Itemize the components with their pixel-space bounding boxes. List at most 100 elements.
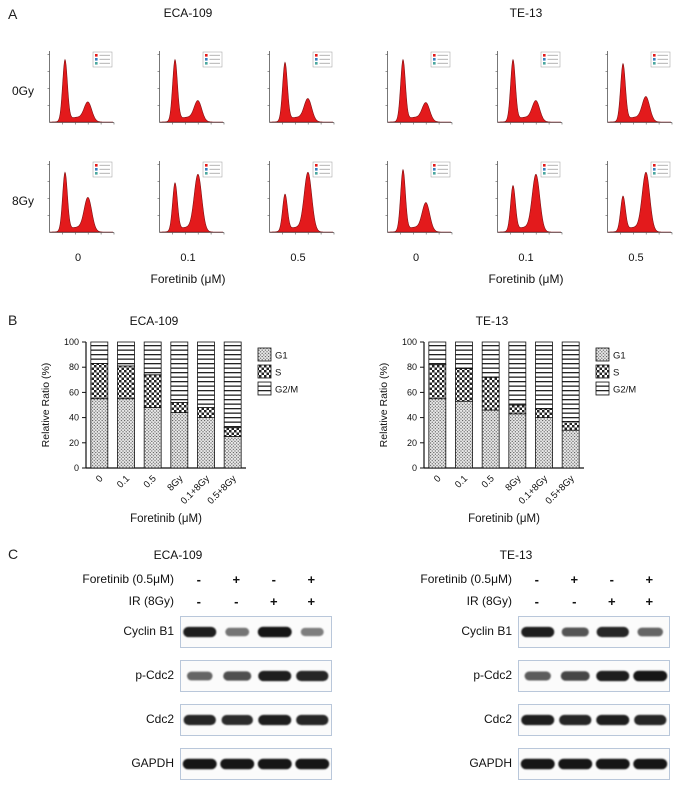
flow-histogram-svg	[267, 161, 335, 235]
svg-text:G2/M: G2/M	[275, 385, 298, 396]
condition-row-ir: IR (8Gy) - - + +	[366, 594, 674, 612]
flow-histogram	[260, 156, 336, 244]
sign: +	[570, 572, 579, 587]
condition-label: Foretinib (0.5μM)	[420, 572, 512, 586]
chart-title: ECA-109	[129, 314, 179, 328]
western-blot-svg	[181, 661, 331, 691]
sign: +	[645, 572, 654, 587]
svg-text:Relative Ratio (%): Relative Ratio (%)	[378, 363, 390, 448]
svg-text:0.5+8Gy: 0.5+8Gy	[205, 473, 239, 507]
svg-text:8Gy: 8Gy	[165, 473, 185, 493]
flow-histogram-svg	[47, 51, 115, 125]
flow-histogram-svg	[605, 51, 673, 125]
blot-group-title: ECA-109	[153, 548, 203, 562]
western-blot	[180, 704, 332, 736]
flow-histogram	[598, 46, 674, 134]
western-blot-svg	[181, 705, 331, 735]
blot-label: Cdc2	[145, 712, 174, 726]
flow-histogram	[598, 156, 674, 244]
blot-row: p-Cdc2	[366, 660, 674, 692]
western-blot	[518, 704, 670, 736]
panel-a-group-title-eca: ECA-109	[163, 6, 213, 20]
condition-row-foretinib: Foretinib (0.5μM) - + - +	[366, 572, 674, 590]
sign: +	[269, 594, 278, 609]
blot-row: GAPDH	[366, 748, 674, 780]
flow-histogram	[40, 46, 116, 134]
svg-text:40: 40	[69, 413, 79, 423]
dose-label: 0.5	[290, 252, 306, 264]
condition-signs: - - + +	[180, 594, 330, 609]
western-blot	[518, 616, 670, 648]
sign: +	[607, 594, 616, 609]
panel-a-label: A	[8, 6, 18, 22]
condition-row-foretinib: Foretinib (0.5μM) - + - +	[28, 572, 336, 590]
svg-text:0.1: 0.1	[115, 473, 132, 490]
panel-a-xlabel-te: Foretinib (μM)	[488, 272, 564, 286]
svg-text:S: S	[613, 368, 619, 379]
blot-row: p-Cdc2	[28, 660, 336, 692]
svg-text:0: 0	[432, 473, 444, 485]
panel-a-xlabel-eca: Foretinib (μM)	[150, 272, 226, 286]
svg-text:60: 60	[407, 387, 417, 397]
flow-histogram	[488, 156, 564, 244]
western-blot-svg	[519, 705, 669, 735]
chart-title: TE-13	[475, 314, 509, 328]
sign: -	[271, 572, 276, 587]
svg-text:0: 0	[74, 463, 79, 473]
condition-label: IR (8Gy)	[466, 594, 512, 608]
dose-label: 0.1	[518, 252, 534, 264]
svg-text:S: S	[275, 368, 281, 379]
flow-histogram	[150, 46, 226, 134]
blot-label: p-Cdc2	[135, 668, 174, 682]
dose-label: 0.5	[628, 252, 644, 264]
western-blot-svg	[519, 661, 669, 691]
condition-row-ir: IR (8Gy) - - + +	[28, 594, 336, 612]
svg-text:G1: G1	[275, 351, 288, 362]
svg-text:Relative Ratio (%): Relative Ratio (%)	[40, 363, 52, 448]
row-label-8gy: 8Gy	[12, 194, 35, 208]
svg-text:G2/M: G2/M	[613, 385, 636, 396]
row-label-0gy: 0Gy	[12, 84, 35, 98]
svg-text:0.1: 0.1	[453, 473, 470, 490]
chart-block-te: TE-13 0 20 40 60 80 100 0 0.1 0.5 8Gy 0.1+8Gy 0.5+8…	[372, 314, 682, 540]
blot-group-te: TE-13 Foretinib (0.5μM) - + - + IR (8Gy)…	[366, 548, 674, 788]
chart-block-eca: ECA-109 0 20 40 60 80 100 0 0.1 0.5 8Gy 0.1+8Gy 0.5…	[34, 314, 346, 540]
sign: -	[234, 594, 239, 609]
sign: -	[534, 594, 539, 609]
stacked-bar-chart: 0 20 40 60 80 100 0 0.1 0.5 8Gy 0.1+8Gy 0.5+8Gy Fore…	[34, 330, 346, 540]
panel-b-label: B	[8, 312, 18, 328]
stacked-bar-chart: 0 20 40 60 80 100 0 0.1 0.5 8Gy 0.1+8Gy 0.5+8Gy Fore…	[372, 330, 682, 540]
blot-label: GAPDH	[131, 756, 174, 770]
western-blot-svg	[181, 617, 331, 647]
condition-label: IR (8Gy)	[128, 594, 174, 608]
blot-group-title: TE-13	[499, 548, 533, 562]
blot-row: Cdc2	[366, 704, 674, 736]
sign: -	[196, 594, 201, 609]
flow-histogram-svg	[267, 51, 335, 125]
svg-text:Foretinib (μM): Foretinib (μM)	[130, 513, 202, 525]
dose-label: 0	[412, 252, 420, 264]
dose-label: 0.1	[180, 252, 196, 264]
western-blot	[180, 616, 332, 648]
condition-signs: - + - +	[180, 572, 330, 587]
flow-histogram	[40, 156, 116, 244]
blot-row: Cyclin B1	[28, 616, 336, 648]
western-blot-svg	[519, 617, 669, 647]
blot-row: Cdc2	[28, 704, 336, 736]
flow-histogram	[150, 156, 226, 244]
svg-text:G1: G1	[613, 351, 626, 362]
dose-label: 0	[74, 252, 82, 264]
svg-text:100: 100	[402, 337, 417, 347]
sign: -	[196, 572, 201, 587]
svg-text:8Gy: 8Gy	[503, 473, 523, 493]
flow-histogram-svg	[47, 161, 115, 235]
western-blot-svg	[181, 749, 331, 779]
blot-label: GAPDH	[469, 756, 512, 770]
sign: +	[307, 572, 316, 587]
western-blot-svg	[519, 749, 669, 779]
flow-histogram	[488, 46, 564, 134]
flow-histogram-svg	[495, 161, 563, 235]
svg-text:0.5+8Gy: 0.5+8Gy	[543, 473, 577, 507]
